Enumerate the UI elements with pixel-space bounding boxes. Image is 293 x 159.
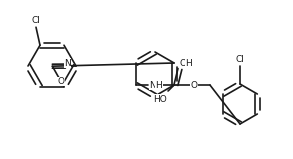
Text: N: N — [64, 59, 71, 68]
Text: N: N — [149, 80, 156, 90]
Text: O: O — [190, 80, 197, 90]
Text: O: O — [179, 59, 186, 68]
Text: H: H — [156, 80, 162, 90]
Text: H: H — [185, 59, 192, 68]
Text: Cl: Cl — [236, 55, 244, 63]
Text: O: O — [57, 77, 64, 86]
Text: HO: HO — [153, 94, 167, 104]
Text: Cl: Cl — [32, 16, 40, 25]
